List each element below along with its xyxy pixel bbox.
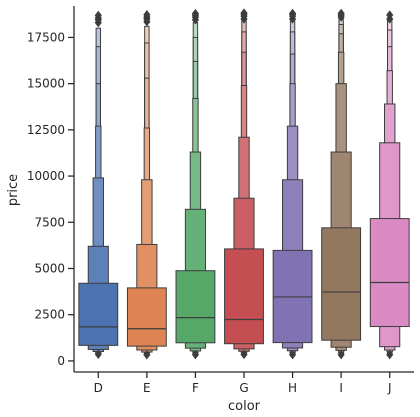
outlier-high-J-2 (386, 10, 394, 20)
outlier-low-G-1 (240, 349, 248, 360)
x-tick-label: G (239, 381, 248, 395)
axes: 0 2500 5000 7500 10000 12500 15000 17500 D E F G H I J (27, 6, 414, 395)
outlier-high-D-4 (94, 10, 102, 21)
outlier-high-H-4 (288, 8, 297, 19)
y-tick-label: 15000 (27, 77, 65, 91)
outlier-low-H-1 (288, 349, 297, 360)
x-tick-label: I (339, 381, 343, 395)
boxen-box-J-level-1 (369, 218, 410, 328)
outlier-low-E-1 (143, 350, 151, 360)
y-tick-label: 7500 (34, 215, 65, 229)
outlier-high-G-4 (240, 8, 248, 18)
x-axis-label: color (228, 399, 261, 414)
x-tick-label: E (143, 381, 151, 395)
y-tick-label: 5000 (34, 261, 65, 275)
outlier-low-J-1 (386, 349, 394, 360)
y-tick-label: 0 (57, 354, 65, 368)
boxen-box-D-level-1 (78, 282, 119, 346)
outlier-high-F-4 (191, 8, 200, 19)
y-axis-label: price (6, 174, 21, 206)
boxen-group-I (321, 8, 362, 360)
boxen-group-H (272, 8, 313, 360)
boxen-box-F-level-1 (175, 270, 216, 344)
outlier-low-F-1 (191, 349, 200, 360)
boxen-box-I-level-1 (321, 227, 362, 341)
outlier-low-I-1 (337, 349, 345, 360)
y-tick-label: 12500 (27, 123, 65, 137)
x-tick-label: J (387, 381, 392, 395)
y-tick-label: 2500 (34, 308, 65, 322)
boxen-group-G (224, 8, 264, 360)
boxen-group-E (126, 9, 167, 360)
x-tick-label: D (94, 381, 103, 395)
boxen-group-F (175, 8, 216, 360)
boxen-group-D (78, 10, 119, 359)
boxen-box-E-level-1 (126, 287, 167, 347)
y-tick-label: 10000 (27, 169, 65, 183)
plot-area (78, 8, 410, 360)
outlier-high-E-4 (143, 9, 151, 20)
x-tick-label: F (192, 381, 199, 395)
boxen-group-J (369, 10, 410, 360)
x-tick-label: H (288, 381, 297, 395)
outlier-high-I-3 (337, 8, 345, 19)
outlier-low-D-1 (94, 349, 102, 359)
boxen-box-G-level-1 (224, 248, 264, 345)
y-tick-label: 17500 (27, 30, 65, 44)
